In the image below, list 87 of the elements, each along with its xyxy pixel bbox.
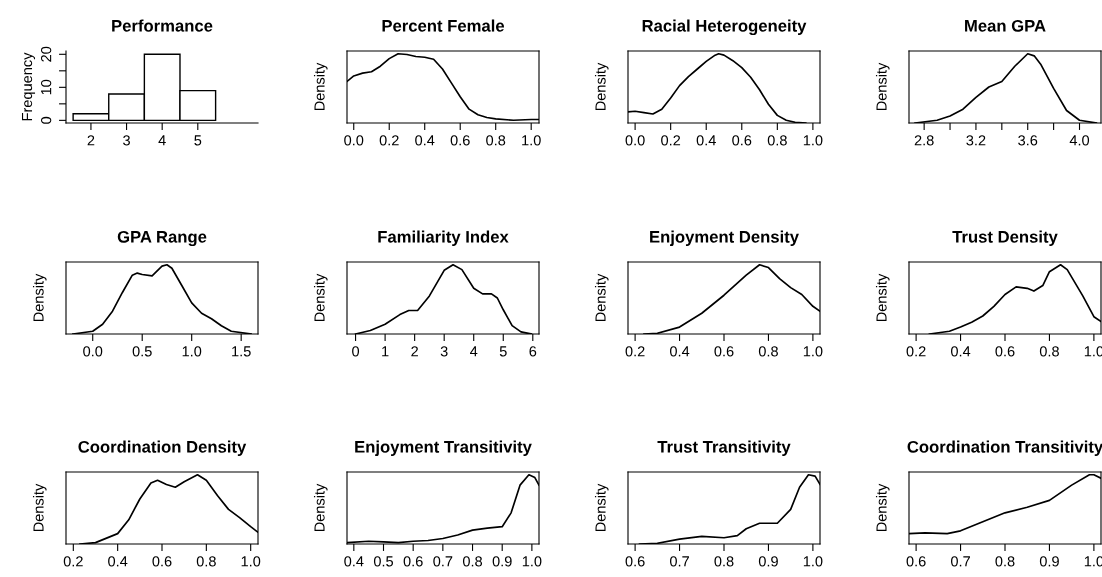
y-axis-title: Frequency — [21, 52, 36, 121]
x-tick-label: 1.5 — [232, 346, 251, 357]
x-tick-label: 3.2 — [966, 135, 986, 146]
x-tick-label: 1.0 — [803, 135, 823, 146]
x-tick-label: 0 — [352, 346, 360, 357]
x-tick-label: 0.2 — [379, 135, 399, 146]
x-tick-label: 0.4 — [344, 556, 364, 567]
x-tick-label: 0.4 — [950, 346, 971, 357]
x-tick-label: 2 — [87, 135, 95, 146]
x-tick-label: 3 — [123, 135, 130, 146]
chart-title: Trust Density — [952, 230, 1058, 247]
x-tick-label: 0.9 — [758, 556, 778, 567]
x-tick-label: 0.8 — [486, 135, 506, 146]
chart-title: GPA Range — [117, 230, 207, 247]
chart-title: Trust Transitivity — [657, 440, 791, 457]
x-tick-label: 4 — [158, 135, 166, 146]
x-tick-label: 0.7 — [669, 556, 689, 567]
x-tick-label: 0.6 — [906, 556, 926, 567]
x-tick-label: 0.6 — [732, 135, 752, 146]
x-tick-label: 0.6 — [995, 346, 1015, 357]
x-tick-label: 0.2 — [63, 556, 83, 567]
x-tick-label: 4.0 — [1069, 135, 1090, 146]
chart-title: Enjoyment Density — [650, 230, 799, 247]
x-tick-label: 0.8 — [196, 556, 216, 567]
y-axis-title: Density — [594, 62, 609, 111]
x-tick-label: 0.8 — [1039, 346, 1059, 357]
x-tick-label: 0.8 — [758, 346, 778, 357]
y-axis-title: Density — [313, 62, 328, 111]
x-tick-label: 0.8 — [767, 135, 787, 146]
x-tick-label: 1 — [382, 346, 389, 357]
y-axis-title: Density — [32, 483, 47, 532]
y-axis-title: Density — [594, 273, 609, 322]
x-tick-label: 0.9 — [492, 556, 512, 567]
x-tick-label: 0.4 — [108, 556, 128, 567]
y-axis-title: Density — [594, 483, 609, 532]
x-tick-label: 3.6 — [1018, 135, 1038, 146]
x-tick-label: 2.8 — [914, 135, 934, 146]
y-tick-label: 10 — [40, 79, 52, 95]
chart-title: Performance — [112, 19, 213, 32]
x-tick-label: 0.2 — [625, 346, 645, 357]
y-axis-title: Density — [313, 273, 328, 322]
y-axis-title: Density — [875, 62, 890, 111]
x-tick-label: 0.4 — [696, 135, 716, 146]
x-tick-label: 0.2 — [906, 346, 926, 357]
x-tick-label: 0.8 — [462, 556, 483, 567]
y-axis-title: Density — [313, 483, 328, 532]
x-tick-label: 1.0 — [803, 556, 823, 567]
x-tick-label: 0.0 — [625, 135, 645, 146]
x-tick-label: 2 — [411, 346, 418, 357]
x-tick-label: 0.6 — [714, 346, 734, 357]
chart-title: Coordination Density — [78, 440, 247, 457]
x-tick-label: 0.5 — [132, 346, 152, 357]
y-axis-title: Density — [875, 273, 890, 322]
x-tick-label: 0.0 — [83, 346, 103, 357]
x-tick-label: 5 — [194, 135, 202, 146]
chart-title: Enjoyment Transitivity — [355, 440, 532, 457]
x-tick-label: 0.8 — [714, 556, 734, 567]
x-tick-label: 0.7 — [433, 556, 453, 567]
x-tick-label: 0.4 — [669, 346, 690, 357]
x-tick-label: 1.0 — [182, 346, 202, 357]
y-axis-title: Density — [875, 483, 890, 532]
x-tick-label: 0.6 — [152, 556, 172, 567]
x-tick-label: 1.0 — [522, 556, 542, 567]
x-tick-label: 1.0 — [522, 135, 541, 146]
x-tick-label: 0.0 — [344, 135, 364, 146]
x-tick-label: 0.6 — [450, 135, 470, 146]
x-tick-label: 1.0 — [803, 346, 823, 357]
chart-title: Familiarity Index — [378, 230, 509, 247]
x-tick-label: 5 — [499, 346, 507, 357]
x-tick-label: 0.8 — [995, 556, 1015, 567]
x-tick-label: 4 — [470, 346, 478, 357]
chart-title: Racial Heterogeneity — [642, 19, 807, 36]
x-tick-label: 0.4 — [415, 135, 435, 146]
y-tick-label: 0 — [40, 116, 52, 124]
y-tick-label: 20 — [40, 46, 52, 62]
x-tick-label: 0.5 — [373, 556, 394, 567]
x-tick-label: 0.6 — [625, 556, 645, 567]
chart-title: Percent Female — [382, 19, 505, 32]
x-tick-label: 1.0 — [241, 556, 261, 567]
x-tick-label: 0.6 — [403, 556, 423, 567]
chart-title: Mean GPA — [965, 19, 1046, 32]
x-tick-label: 0.7 — [950, 556, 970, 567]
y-axis-title: Density — [32, 273, 47, 322]
x-tick-label: 0.2 — [661, 135, 681, 146]
x-tick-label: 6 — [529, 346, 537, 357]
x-tick-label: 3 — [440, 346, 448, 357]
x-tick-label: 0.9 — [1039, 556, 1059, 567]
